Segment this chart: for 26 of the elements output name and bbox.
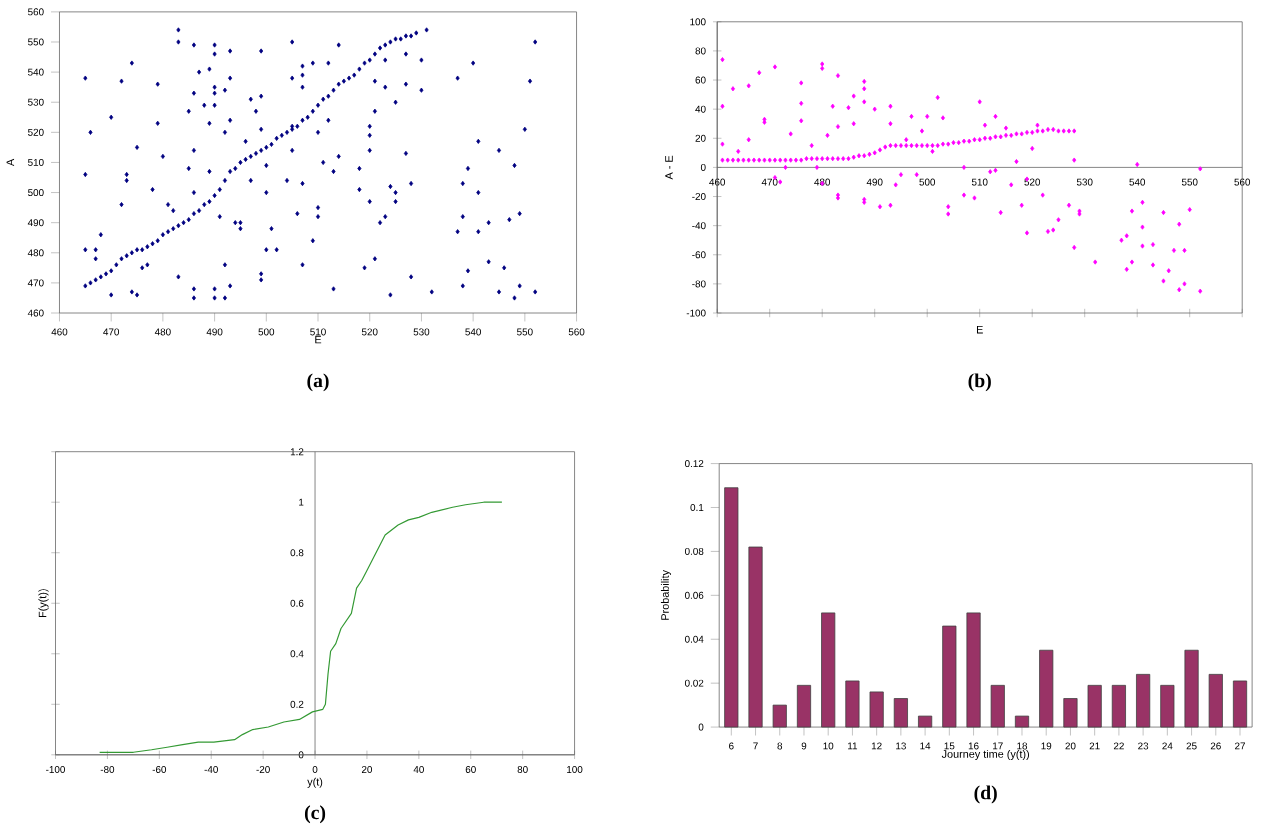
bar — [942, 625, 957, 728]
bar — [724, 487, 739, 728]
bar — [966, 612, 981, 728]
bar — [796, 684, 812, 728]
text: (d) — [974, 785, 997, 804]
bar — [748, 546, 763, 728]
bar — [1160, 684, 1175, 728]
text: (c) — [304, 805, 326, 824]
text: (b) — [968, 373, 991, 392]
bar — [1136, 673, 1151, 728]
bar — [821, 612, 836, 728]
bar — [918, 715, 933, 728]
bar — [1039, 649, 1054, 728]
bar — [1063, 698, 1078, 728]
bar — [1232, 680, 1248, 728]
bar — [1111, 684, 1126, 728]
bar — [1184, 649, 1199, 728]
text: (a) — [307, 373, 329, 392]
bar — [1087, 684, 1102, 728]
bar — [990, 684, 1005, 728]
bar — [845, 680, 860, 728]
bar — [869, 691, 884, 728]
bar — [893, 698, 908, 728]
bar — [1014, 715, 1030, 728]
bar — [1208, 673, 1223, 728]
bar — [772, 704, 787, 728]
